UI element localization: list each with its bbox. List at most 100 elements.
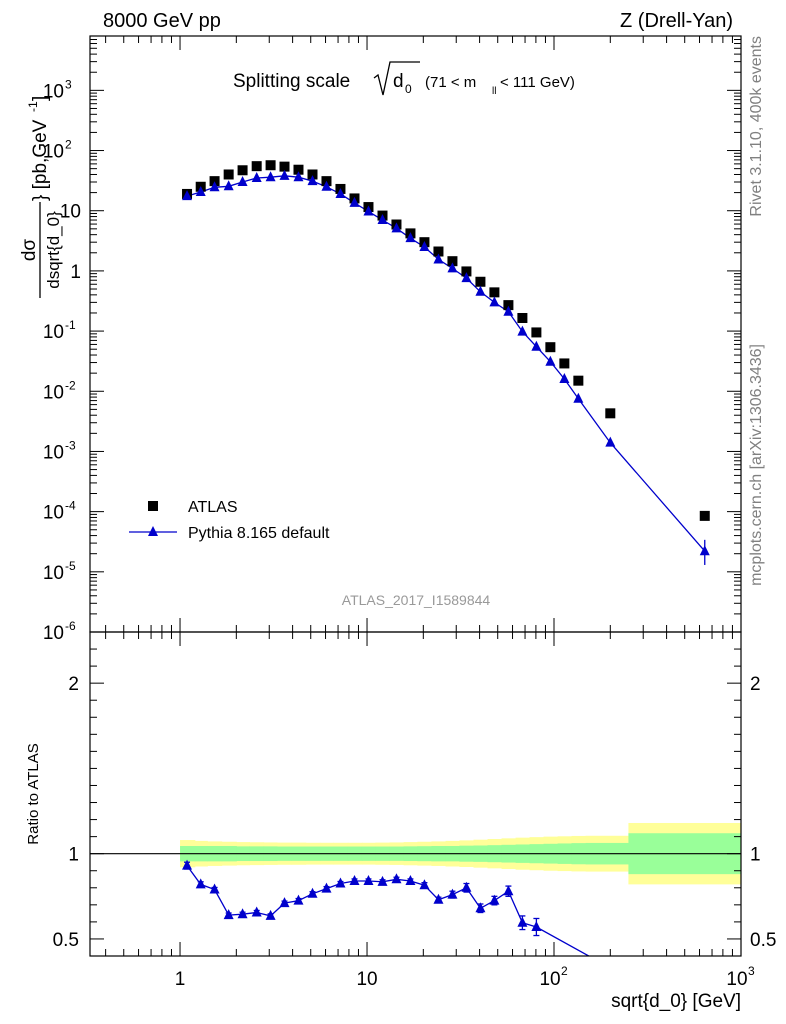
x-tick-label-exponent: 3 bbox=[748, 964, 755, 978]
pythia-point bbox=[391, 222, 402, 233]
pythia-point bbox=[699, 545, 710, 556]
atlas-point bbox=[517, 312, 528, 323]
ratio-pythia-point bbox=[517, 916, 528, 927]
atlas-point bbox=[209, 176, 220, 187]
pythia-point bbox=[251, 171, 262, 182]
x-tick-label: 1 bbox=[175, 969, 186, 990]
y-tick-label: 10 bbox=[43, 442, 64, 463]
ratio-y-tick-label: 2 bbox=[68, 674, 79, 695]
y-tick-label-exponent: 3 bbox=[65, 77, 72, 91]
pythia-point bbox=[335, 187, 346, 198]
pythia-point bbox=[433, 253, 444, 264]
sqrt-sign bbox=[373, 61, 420, 96]
pythia-point bbox=[321, 180, 332, 191]
pythia-point bbox=[475, 285, 486, 296]
legend-atlas-marker bbox=[148, 501, 158, 511]
ratio-pythia-point bbox=[419, 879, 430, 890]
ratio-pythia-point bbox=[195, 878, 206, 889]
atlas-point bbox=[545, 342, 556, 353]
mcplots-label: mcplots.cern.ch [arXiv:1306.3436] bbox=[748, 344, 765, 586]
ratio-pythia-point bbox=[265, 909, 276, 920]
pythia-point bbox=[279, 169, 290, 180]
pythia-point bbox=[237, 176, 248, 187]
atlas-point bbox=[699, 510, 710, 521]
pythia-point bbox=[605, 436, 616, 447]
y-tick-label-exponent: -6 bbox=[65, 619, 76, 633]
legend-pythia-marker bbox=[148, 526, 158, 536]
y-tick-label: 10 bbox=[43, 81, 64, 102]
y-tick-label: 10 bbox=[43, 382, 64, 403]
main-data-marks bbox=[182, 160, 710, 565]
pythia-point bbox=[293, 171, 304, 182]
ratio-pythia-point bbox=[405, 874, 416, 885]
pythia-point bbox=[405, 232, 416, 243]
atlas-point bbox=[293, 164, 304, 175]
pythia-point bbox=[182, 190, 193, 201]
main-y-axis-label: dσ dsqrt{d_0} } [pb,GeV -1 ] bbox=[19, 96, 63, 298]
ratio-pythia-point bbox=[182, 859, 193, 870]
pythia-point bbox=[307, 175, 318, 186]
main-title-symbol: d bbox=[393, 71, 404, 92]
ratio-pythia-point bbox=[251, 906, 262, 917]
y-label-unit-sup: -1 bbox=[26, 101, 40, 112]
ratio-pythia-point bbox=[335, 877, 346, 888]
pythia-point bbox=[447, 262, 458, 273]
ratio-y-axis-label: Ratio to ATLAS bbox=[25, 743, 42, 844]
process-label: Z (Drell-Yan) bbox=[620, 10, 733, 32]
ratio-pythia-point bbox=[237, 908, 248, 919]
pythia-point bbox=[195, 185, 206, 196]
atlas-point bbox=[447, 256, 458, 267]
atlas-point bbox=[461, 266, 472, 277]
pythia-point bbox=[461, 272, 472, 283]
y-tick-label: 10 bbox=[60, 202, 81, 223]
ratio-pythia-point bbox=[223, 909, 234, 920]
ratio-pythia-point bbox=[377, 875, 388, 886]
pythia-point bbox=[559, 372, 570, 383]
legend-atlas-label: ATLAS bbox=[188, 499, 238, 516]
atlas-point bbox=[251, 161, 262, 172]
ratio-pythia-point bbox=[321, 882, 332, 893]
ratio-y-tick-label-right: 2 bbox=[750, 674, 761, 695]
pythia-point bbox=[517, 325, 528, 336]
ratio-axes-ticks bbox=[90, 631, 742, 957]
ratio-pythia-point bbox=[489, 894, 500, 905]
x-tick-label: 10 bbox=[539, 969, 560, 990]
pythia-point bbox=[349, 196, 360, 207]
ratio-pythia-point bbox=[433, 893, 444, 904]
pythia-point bbox=[265, 171, 276, 182]
ratio-pythia-point bbox=[391, 873, 402, 884]
atlas-point bbox=[605, 408, 616, 419]
y-tick-label-exponent: -3 bbox=[65, 438, 76, 452]
atlas-point bbox=[265, 160, 276, 171]
atlas-point bbox=[237, 165, 248, 176]
pythia-point bbox=[377, 214, 388, 225]
y-tick-label: 10 bbox=[43, 503, 64, 524]
y-tick-label-exponent: -2 bbox=[65, 378, 76, 392]
atlas-point bbox=[307, 169, 318, 180]
main-axes-ticks bbox=[90, 35, 742, 633]
x-tick-label: 10 bbox=[356, 969, 377, 990]
ratio-y-tick-label-right: 0.5 bbox=[750, 930, 776, 951]
collision-label: 8000 GeV pp bbox=[103, 10, 221, 32]
ratio-plot-frame bbox=[89, 631, 742, 957]
main-title-prefix: Splitting scale bbox=[233, 71, 350, 92]
ratio-pythia-point bbox=[363, 874, 374, 885]
pythia-point bbox=[503, 305, 514, 316]
atlas-point bbox=[223, 169, 234, 180]
ratio-pythia-point bbox=[293, 894, 304, 905]
rivet-label: Rivet 3.1.10, 400k events bbox=[748, 36, 765, 217]
ratio-data-marks bbox=[182, 859, 591, 956]
y-tick-label: 10 bbox=[43, 142, 64, 163]
ratio-y-tick-label: 1 bbox=[68, 845, 79, 866]
analysis-watermark: ATLAS_2017_I1589844 bbox=[342, 592, 491, 608]
x-tick-label-exponent: 2 bbox=[561, 964, 568, 978]
y-label-unit: } [pb,GeV bbox=[30, 119, 51, 201]
ratio-pythia-point bbox=[475, 902, 486, 913]
main-title-range-sub: ll bbox=[492, 86, 496, 97]
y-tick-label-exponent: 2 bbox=[65, 138, 72, 152]
atlas-point bbox=[433, 246, 444, 257]
y-tick-label-exponent: -1 bbox=[65, 318, 76, 332]
